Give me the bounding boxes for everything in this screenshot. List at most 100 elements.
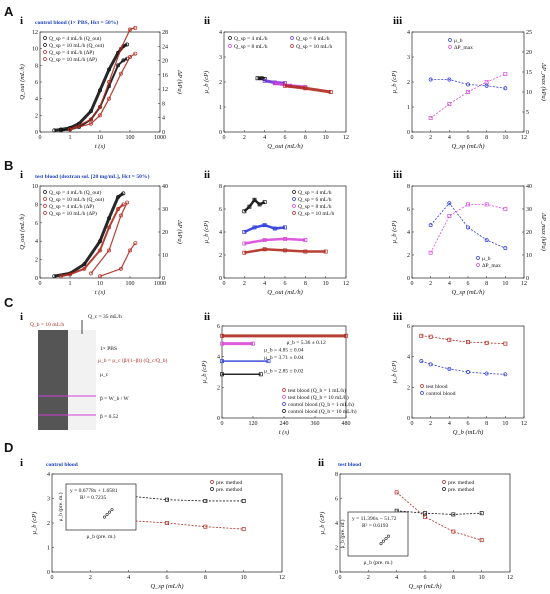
- data-point: [266, 359, 271, 364]
- data-point: [121, 202, 126, 207]
- x-tick-label: 4: [448, 135, 451, 141]
- caption-A: control blood (1× PBS, Hct = 50%): [35, 19, 118, 26]
- data-point: [447, 102, 452, 106]
- qc-label: Q_c = 35 mL/h: [88, 314, 122, 320]
- channel-pbs: [68, 330, 96, 430]
- data-point: [107, 80, 111, 84]
- data-point: [82, 266, 87, 271]
- y-tick-label: 6: [219, 207, 222, 213]
- legend-marker: [282, 409, 286, 413]
- inset-point: [384, 537, 388, 541]
- data-point: [466, 370, 470, 374]
- x-tick-label: 12: [279, 575, 285, 581]
- sub-label-Dii: ii: [318, 457, 324, 469]
- series-line: [69, 27, 136, 131]
- plot-frame: [411, 185, 525, 279]
- series-line: [430, 79, 506, 89]
- y-tick-label: 8: [35, 202, 38, 208]
- legend-marker: [43, 204, 47, 208]
- legend-marker: [292, 204, 296, 208]
- data-point: [484, 202, 489, 207]
- y-tick-label: 8: [335, 472, 338, 478]
- y2-tick-label: 40: [162, 184, 168, 190]
- x-tick-label: 6: [467, 421, 470, 427]
- data-point: [503, 207, 508, 211]
- data-point: [447, 213, 452, 218]
- legend-entry: test blood: [426, 384, 448, 390]
- panel-label-D: D: [4, 440, 13, 455]
- data-point: [119, 46, 123, 51]
- x-tick-label: 12: [343, 135, 349, 141]
- inset-point: [381, 539, 385, 543]
- x-tick-label: 0: [223, 135, 226, 141]
- y-tick-label: 1: [219, 105, 222, 111]
- legend-marker: [420, 391, 424, 395]
- data-point: [451, 529, 456, 534]
- x-tick-label: 10: [479, 575, 485, 581]
- legend-marker: [43, 36, 47, 40]
- inset-fit-label: y = 11.396x − 51.72: [352, 516, 397, 522]
- x-tick-label: 12: [521, 281, 527, 287]
- y-tick-label: 4: [407, 30, 410, 36]
- legend-entry: ΔP_max: [454, 45, 473, 51]
- legend-entry: ΔP_max: [482, 263, 501, 269]
- data-point: [503, 341, 508, 346]
- series-line: [128, 495, 244, 502]
- y-tick-label: 8: [407, 184, 410, 190]
- data-point: [252, 197, 257, 202]
- sub-label-Aiii: iii: [393, 15, 402, 27]
- data-point: [447, 366, 452, 371]
- data-point: [52, 274, 57, 279]
- x-axis-label: Q_sp (mL/h): [150, 583, 183, 590]
- legend-entry: Q_sp = 6 mL/h: [296, 36, 330, 42]
- x-tick-label: 8: [485, 281, 488, 287]
- legend-marker: [228, 36, 232, 40]
- caption-Dii: test blood: [338, 462, 362, 468]
- y2-tick-label: 0: [162, 276, 165, 282]
- data-point: [59, 128, 63, 133]
- data-point: [283, 83, 287, 88]
- data-point: [447, 337, 452, 342]
- legend-entry: Q_sp = 4 mL/h: [234, 36, 268, 42]
- x-tick-label: 12: [507, 575, 513, 581]
- data-point: [258, 372, 263, 377]
- x-tick-label: 10: [323, 135, 329, 141]
- data-point: [68, 272, 72, 277]
- x-tick-label: 2: [89, 575, 92, 581]
- data-point: [242, 250, 247, 255]
- data-point: [484, 238, 489, 242]
- y2-tick-label: 0: [162, 130, 165, 136]
- inset-point: [110, 508, 114, 512]
- legend-marker: [282, 395, 286, 399]
- legend-marker: [292, 190, 296, 194]
- inset-r2-label: R² = 0.7235: [80, 495, 107, 501]
- x-tick-label: 6: [166, 575, 169, 581]
- x-tick-label: 6: [284, 281, 287, 287]
- y-tick-label: 4: [407, 230, 410, 236]
- x-tick-label: 4: [127, 575, 130, 581]
- y2-axis-label: ΔP (kPa): [176, 69, 183, 94]
- data-point: [107, 96, 111, 101]
- y-tick-label: 3: [219, 55, 222, 61]
- x-tick-label: 0: [221, 421, 224, 427]
- data-point: [98, 274, 102, 279]
- legend-entry: Q_sp = 4 mL/h (Q_out): [49, 189, 101, 196]
- data-point: [119, 71, 123, 76]
- data-point: [484, 371, 489, 376]
- y2-tick-label: 10: [526, 253, 532, 259]
- x-axis-label: t (s): [279, 429, 289, 436]
- x-tick-label: 8: [485, 421, 488, 427]
- channel-blood: [38, 330, 68, 430]
- data-point: [283, 248, 287, 253]
- sub-label-Di: i: [20, 457, 23, 469]
- data-point: [283, 236, 287, 241]
- x-tick-label: 4: [395, 575, 398, 581]
- data-point: [262, 78, 267, 83]
- legend-entry: Q_sp = 8 mL/h: [298, 204, 332, 210]
- data-point: [262, 200, 267, 205]
- pbs-label: 1× PBS: [100, 346, 117, 352]
- data-point: [257, 202, 262, 207]
- y2-tick-label: 30: [526, 207, 532, 213]
